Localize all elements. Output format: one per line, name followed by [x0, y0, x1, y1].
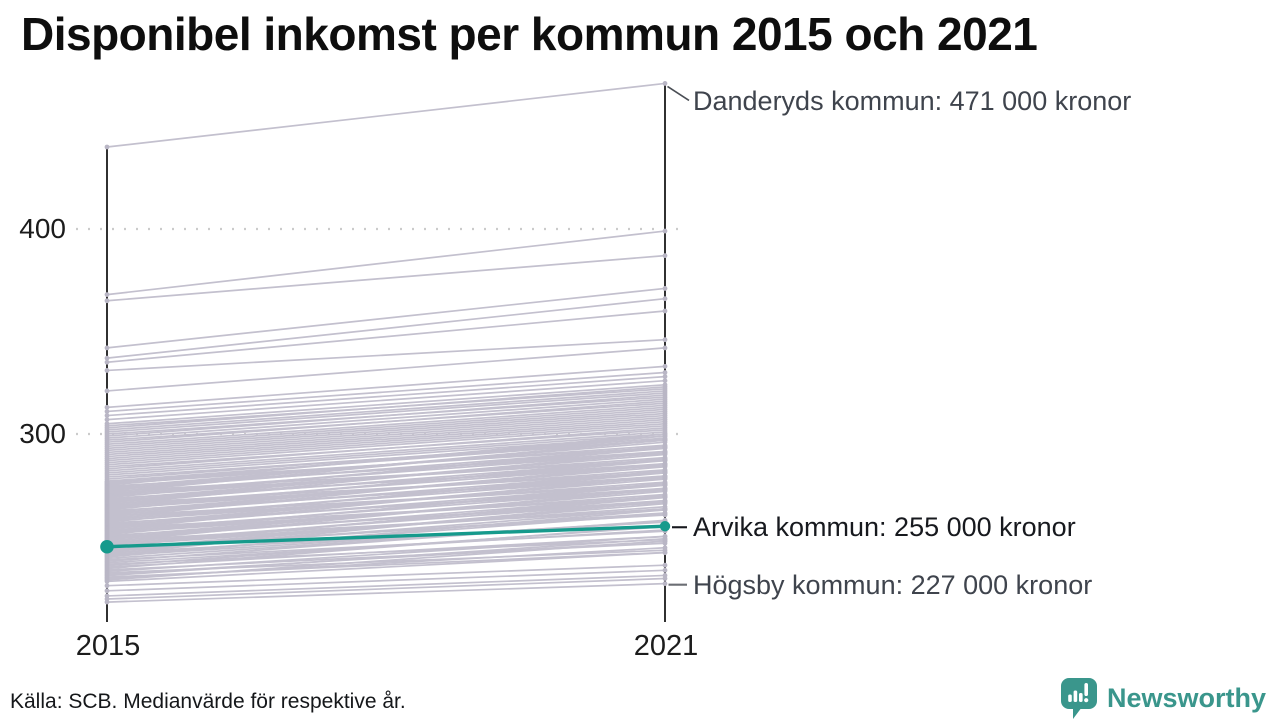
newsworthy-branding: Newsworthy [1059, 675, 1266, 721]
source-note: Källa: SCB. Medianvärde för respektive å… [10, 690, 406, 713]
x-axis-label-2021: 2021 [633, 630, 699, 662]
chart-title: Disponibel inkomst per kommun 2015 och 2… [21, 8, 1038, 60]
annotation-danderyd: Danderyds kommun: 471 000 kronor [693, 86, 1132, 117]
y-axis-tick-400: 400 [19, 213, 66, 244]
newsworthy-logo-icon [1060, 678, 1097, 719]
annotation-arvika: Arvika kommun: 255 000 kronor [693, 512, 1076, 543]
y-axis-tick-300: 300 [19, 418, 66, 449]
x-axis-label-2015: 2015 [75, 630, 141, 662]
annotation-hogsby: Högsby kommun: 227 000 kronor [693, 569, 1093, 600]
newsworthy-wordmark: Newsworthy [1106, 683, 1266, 713]
